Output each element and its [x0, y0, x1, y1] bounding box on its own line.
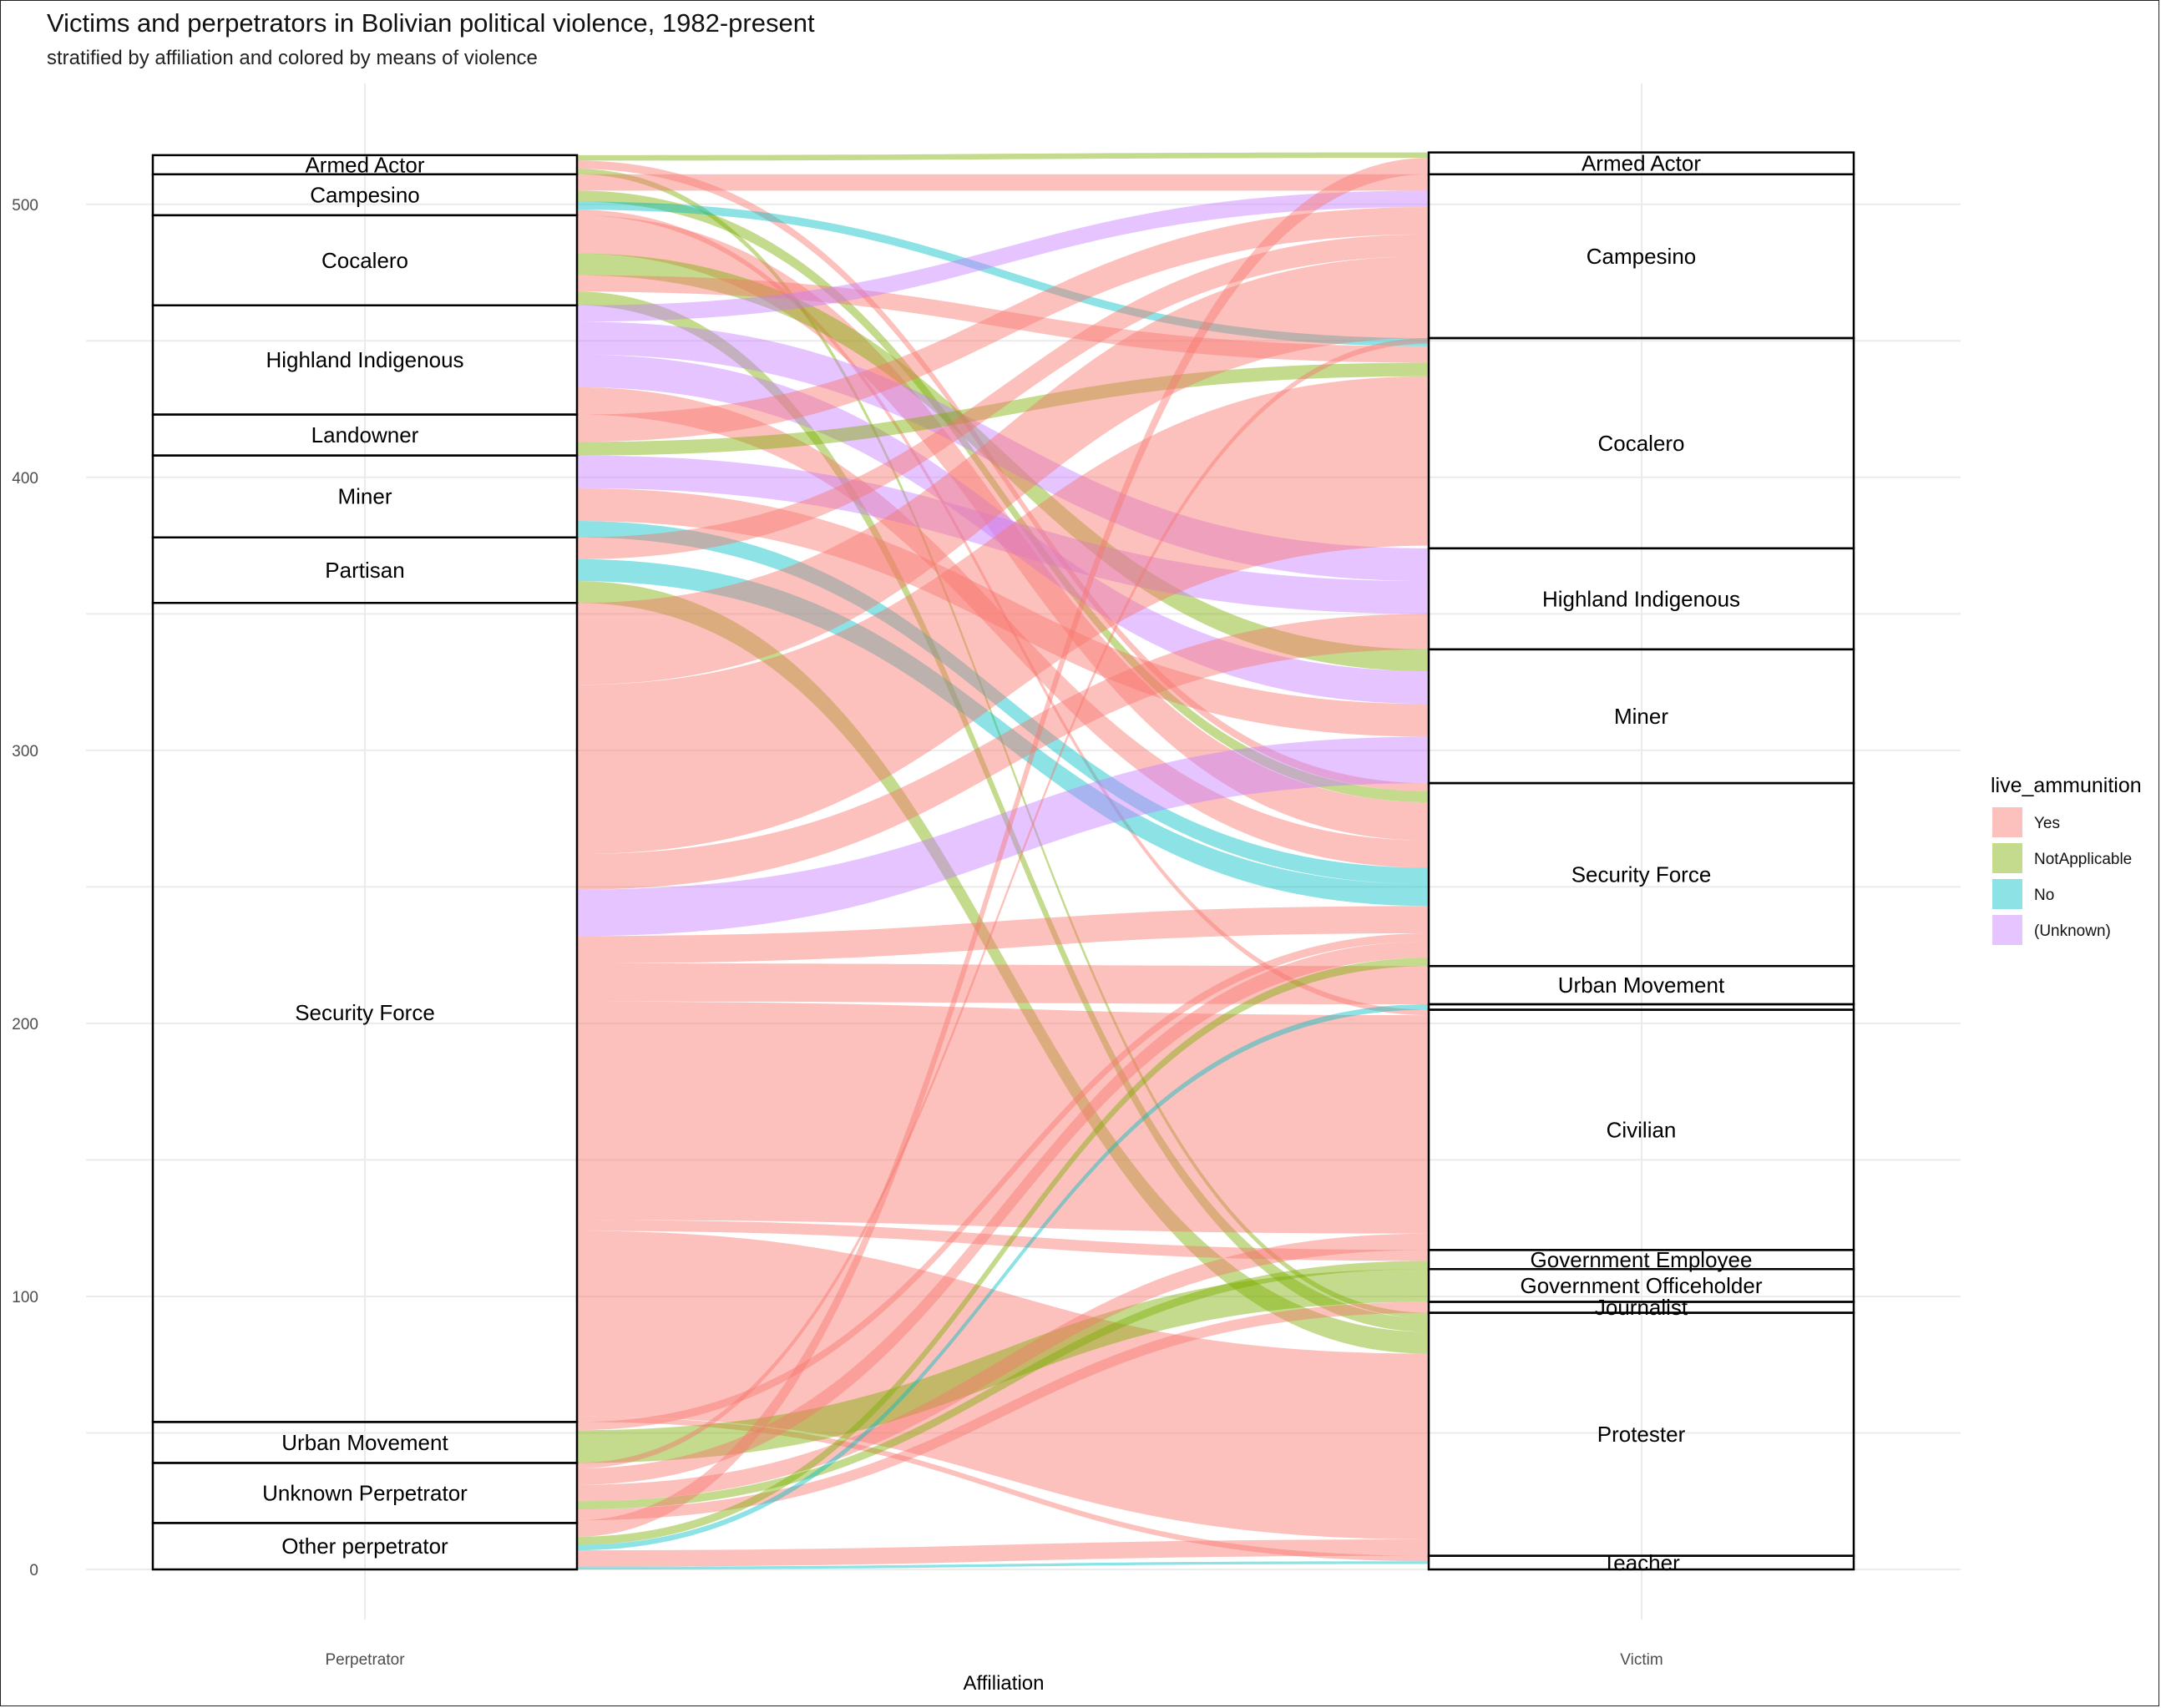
- flow-partisan-to-protester: [577, 581, 1429, 1354]
- victim-stratum-label-protester: Protester: [1597, 1422, 1686, 1447]
- flow-security-force-to-campesino: [577, 255, 1429, 685]
- flow-unknown-perpetrator-to-armed-actor: [577, 158, 1429, 1524]
- legend-label-notapplicable: NotApplicable: [2034, 851, 2132, 868]
- flow-armed-actor-to-armed-actor: [577, 152, 1429, 161]
- victim-stratum-label-journalist: Journalist: [1595, 1295, 1688, 1320]
- legend-key-unknown: [1992, 915, 2022, 945]
- victim-stratum-label-urban-movement: Urban Movement: [1558, 973, 1725, 998]
- y-tick-label: 300: [12, 743, 38, 761]
- x-tick-label-perpetrator: Perpetrator: [325, 1651, 405, 1669]
- flow-miner-to-highland-indigenous: [577, 455, 1429, 614]
- flow-other-perpetrator-to-security-force: [577, 958, 1429, 1545]
- perpetrator-stratum-label-security-force: Security Force: [295, 1000, 435, 1025]
- flow-other-perpetrator-to-armed-actor: [577, 160, 1429, 1537]
- flow-urban-movement-to-government-officeholder: [577, 1269, 1429, 1463]
- y-tick-label: 400: [12, 470, 38, 488]
- flow-security-force-to-highland-indigenous: [577, 614, 1429, 890]
- flow-security-force-to-security-force: [577, 906, 1429, 963]
- legend-title: live_ammunition: [1991, 774, 2142, 797]
- flow-armed-actor-to-protester: [577, 169, 1429, 1319]
- victim-stratum-label-miner: Miner: [1614, 704, 1668, 729]
- flow-campesino-to-civilian: [577, 210, 1429, 1016]
- flow-security-force-to-cocalero: [577, 376, 1429, 855]
- flow-other-perpetrator-to-urban-movement: [577, 1004, 1429, 1551]
- legend-label-yes: Yes: [2034, 815, 2060, 832]
- flow-unknown-perpetrator-to-campesino: [577, 338, 1429, 1468]
- victim-stratum-label-highland-indigenous: Highland Indigenous: [1542, 586, 1740, 611]
- flow-miner-to-security-force: [577, 521, 1429, 885]
- flow-armed-actor-to-security-force: [577, 160, 1429, 791]
- flow-unknown-perpetrator-to-civilian: [577, 1233, 1429, 1502]
- perpetrator-stratum-label-partisan: Partisan: [325, 558, 404, 583]
- perpetrator-stratum-label-highland-indigenous: Highland Indigenous: [266, 347, 463, 372]
- flow-unknown-perpetrator-to-journalist: [577, 1301, 1429, 1521]
- victim-stratum-label-campesino: Campesino: [1587, 244, 1697, 269]
- victim-stratum-label-government-employee: Government Employee: [1531, 1247, 1753, 1272]
- y-tick-label: 100: [12, 1289, 38, 1306]
- y-tick-label: 500: [12, 197, 38, 215]
- flow-miner-to-miner: [577, 488, 1429, 737]
- victim-stratum-label-government-officeholder: Government Officeholder: [1521, 1273, 1763, 1298]
- flow-cocalero-to-protester: [577, 291, 1429, 1332]
- flow-other-perpetrator-to-protester: [577, 1539, 1429, 1567]
- perpetrator-stratum-label-campesino: Campesino: [310, 182, 420, 207]
- chart-subtitle: stratified by affiliation and colored by…: [47, 47, 538, 69]
- y-tick-label: 0: [29, 1562, 38, 1579]
- flow-cocalero-to-security-force: [577, 215, 1429, 841]
- flow-cocalero-to-cocalero: [577, 275, 1429, 363]
- flow-highland-indigenous-to-campesino: [577, 190, 1429, 322]
- flow-landowner-to-cocalero: [577, 362, 1429, 456]
- flow-landowner-to-campesino: [577, 207, 1429, 442]
- axes: 0 100 200 300 400 500 Perpetrator Victim: [12, 197, 1663, 1669]
- perpetrator-stratum-label-armed-actor: Armed Actor: [305, 152, 424, 177]
- flow-campesino-to-security-force: [577, 190, 1429, 802]
- perpetrator-stratum-label-urban-movement: Urban Movement: [281, 1430, 448, 1455]
- legend-label-no: No: [2034, 887, 2054, 904]
- flow-highland-indigenous-to-security-force: [577, 387, 1429, 868]
- flow-security-force-to-teacher: [577, 1416, 1429, 1562]
- flow-security-force-to-miner: [577, 736, 1429, 937]
- flow-unknown-perpetrator-to-security-force: [577, 941, 1429, 1485]
- victim-stratum-label-teacher: Teacher: [1602, 1550, 1680, 1575]
- grid-lines: [86, 83, 1961, 1620]
- perpetrator-stratum-other-perpetrator: [151, 1522, 579, 1571]
- perpetrator-stratum-label-cocalero: Cocalero: [321, 248, 408, 273]
- flow-campesino-to-campesino: [577, 174, 1429, 191]
- flow-highland-indigenous-to-miner: [577, 354, 1429, 705]
- perpetrator-stratum-label-landowner: Landowner: [311, 422, 419, 447]
- perpetrator-stratum-label-other-perpetrator: Other perpetrator: [281, 1534, 448, 1559]
- flow-security-force-to-urban-movement: [577, 963, 1429, 1005]
- flow-cocalero-to-miner: [577, 253, 1429, 672]
- y-tick-label: 200: [12, 1016, 38, 1033]
- legend-key-yes: [1992, 807, 2022, 837]
- flow-unknown-perpetrator-to-government-employee: [577, 1261, 1429, 1510]
- flow-highland-indigenous-to-highland-indigenous: [577, 321, 1429, 582]
- flow-security-force-to-protester: [577, 1230, 1429, 1540]
- x-axis-title: Affiliation: [964, 1672, 1045, 1695]
- flow-partisan-to-campesino: [577, 234, 1429, 559]
- perpetrator-stratum-label-unknown-perpetrator: Unknown Perpetrator: [262, 1480, 468, 1505]
- legend-key-notapplicable: [1992, 843, 2022, 873]
- legend: live_ammunition Yes NotApplicable No (Unkno…: [1991, 774, 2142, 945]
- legend-label-unknown: (Unknown): [2034, 922, 2111, 940]
- flow-security-force-to-civilian: [577, 1001, 1429, 1234]
- flow-ribbons: [577, 152, 1429, 1569]
- chart-title: Victims and perpetrators in Bolivian pol…: [47, 8, 815, 38]
- flow-campesino-to-cocalero: [577, 201, 1429, 346]
- victim-stratum-label-security-force: Security Force: [1571, 862, 1712, 887]
- x-tick-label-victim: Victim: [1620, 1651, 1663, 1669]
- victim-stratum-label-armed-actor: Armed Actor: [1582, 151, 1701, 176]
- strata-boxes: Armed Actor Campesino Cocalero Highland Ind…: [151, 151, 1855, 1575]
- perpetrator-stratum-label-miner: Miner: [337, 484, 392, 509]
- flow-security-force-to-government-employee: [577, 1220, 1429, 1261]
- flow-other-perpetrator-to-teacher: [577, 1561, 1429, 1569]
- victim-stratum-teacher: [1427, 1554, 1855, 1571]
- flow-urban-movement-to-security-force: [577, 932, 1429, 1431]
- flow-partisan-to-security-force: [577, 558, 1429, 907]
- victim-stratum-label-cocalero: Cocalero: [1597, 431, 1684, 456]
- victim-stratum-label-civilian: Civilian: [1607, 1117, 1677, 1142]
- legend-key-no: [1992, 879, 2022, 909]
